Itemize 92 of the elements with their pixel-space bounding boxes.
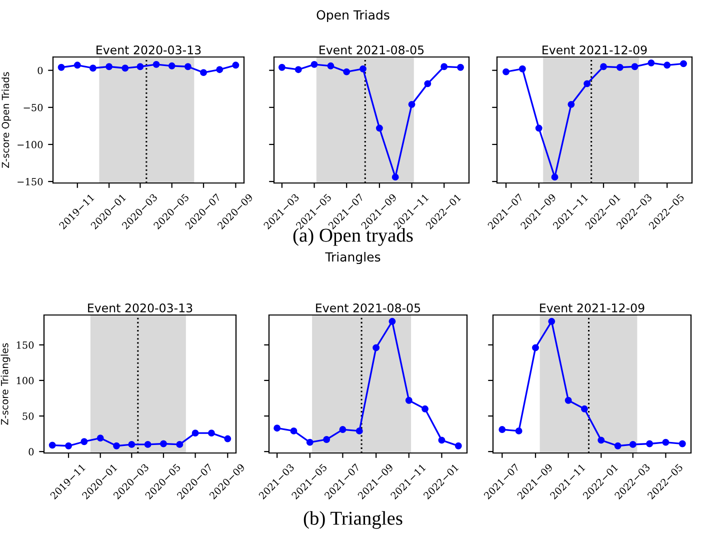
point xyxy=(498,426,506,433)
point xyxy=(144,440,152,448)
point xyxy=(168,62,176,70)
point xyxy=(568,100,575,108)
point xyxy=(80,438,88,446)
y-axis-title: Z-score Open Triads xyxy=(2,72,12,168)
point xyxy=(646,440,654,448)
y-axis-title: Z-score Triangles xyxy=(0,343,10,425)
point xyxy=(457,64,464,71)
point xyxy=(600,63,607,70)
point xyxy=(629,440,636,448)
point xyxy=(662,438,670,446)
point xyxy=(360,65,366,72)
point xyxy=(278,64,286,71)
chart-title: Event 2021-12-09 xyxy=(542,45,647,54)
point xyxy=(89,64,96,72)
point xyxy=(58,64,65,71)
point xyxy=(122,64,129,72)
point xyxy=(323,436,330,443)
point xyxy=(216,66,224,74)
point xyxy=(532,344,539,352)
text: Open Triads xyxy=(316,10,390,22)
point xyxy=(388,318,396,325)
chart-title: Event 2021-08-05 xyxy=(320,45,424,54)
y-tick-label: 100 xyxy=(16,376,34,384)
point xyxy=(200,69,207,76)
text: (b) Triangles xyxy=(304,511,402,529)
point xyxy=(232,62,240,69)
point xyxy=(616,64,624,71)
point xyxy=(564,396,572,404)
chart-title: Event 2021-12-09 xyxy=(540,303,644,312)
point xyxy=(343,68,350,76)
point xyxy=(294,66,302,74)
y-tick-label: 150 xyxy=(16,341,34,349)
text: (a) Open tryads xyxy=(293,228,413,246)
y-tick-label: −150 xyxy=(18,178,43,186)
point xyxy=(152,60,160,68)
point xyxy=(680,60,687,68)
chart-title: Event 2020-03-13 xyxy=(96,45,201,54)
point xyxy=(306,438,314,446)
point xyxy=(392,174,399,181)
point xyxy=(438,436,446,444)
y-tick-label: −50 xyxy=(24,104,43,112)
point xyxy=(160,440,167,448)
point xyxy=(128,440,136,448)
text: Triangles xyxy=(325,252,380,264)
point xyxy=(678,440,686,448)
point xyxy=(356,427,363,434)
point xyxy=(327,62,334,70)
y-tick-label: 50 xyxy=(22,412,34,420)
point xyxy=(176,440,184,448)
point xyxy=(96,434,104,442)
point xyxy=(113,442,120,450)
point xyxy=(518,65,526,72)
point xyxy=(664,62,671,69)
point xyxy=(208,430,215,437)
point xyxy=(440,63,448,70)
point xyxy=(648,59,655,66)
point xyxy=(454,442,462,450)
point xyxy=(502,68,510,76)
y-tick-label: −100 xyxy=(18,140,43,148)
point xyxy=(376,124,383,132)
y-tick-label: 0 xyxy=(38,66,43,74)
point xyxy=(580,405,588,412)
point xyxy=(339,426,346,433)
point xyxy=(422,405,429,412)
point xyxy=(631,63,638,70)
point xyxy=(614,442,622,450)
point xyxy=(136,63,144,70)
point xyxy=(48,442,56,449)
y-tick-label: 0 xyxy=(28,448,34,456)
point xyxy=(405,396,412,404)
point xyxy=(408,100,416,108)
point xyxy=(584,80,591,88)
point xyxy=(310,60,318,68)
point xyxy=(424,80,432,88)
chart-title: Event 2020-03-13 xyxy=(88,303,192,312)
point xyxy=(598,436,605,444)
point xyxy=(74,62,81,69)
point xyxy=(290,427,298,434)
point xyxy=(551,174,558,181)
point xyxy=(535,124,542,132)
point xyxy=(65,442,72,450)
point xyxy=(372,344,380,352)
point xyxy=(274,424,281,432)
point xyxy=(106,63,113,70)
chart-title: Event 2021-08-05 xyxy=(316,303,420,312)
point xyxy=(184,63,192,70)
point xyxy=(515,427,522,434)
point xyxy=(548,318,556,325)
point xyxy=(192,430,199,437)
point xyxy=(224,435,232,442)
